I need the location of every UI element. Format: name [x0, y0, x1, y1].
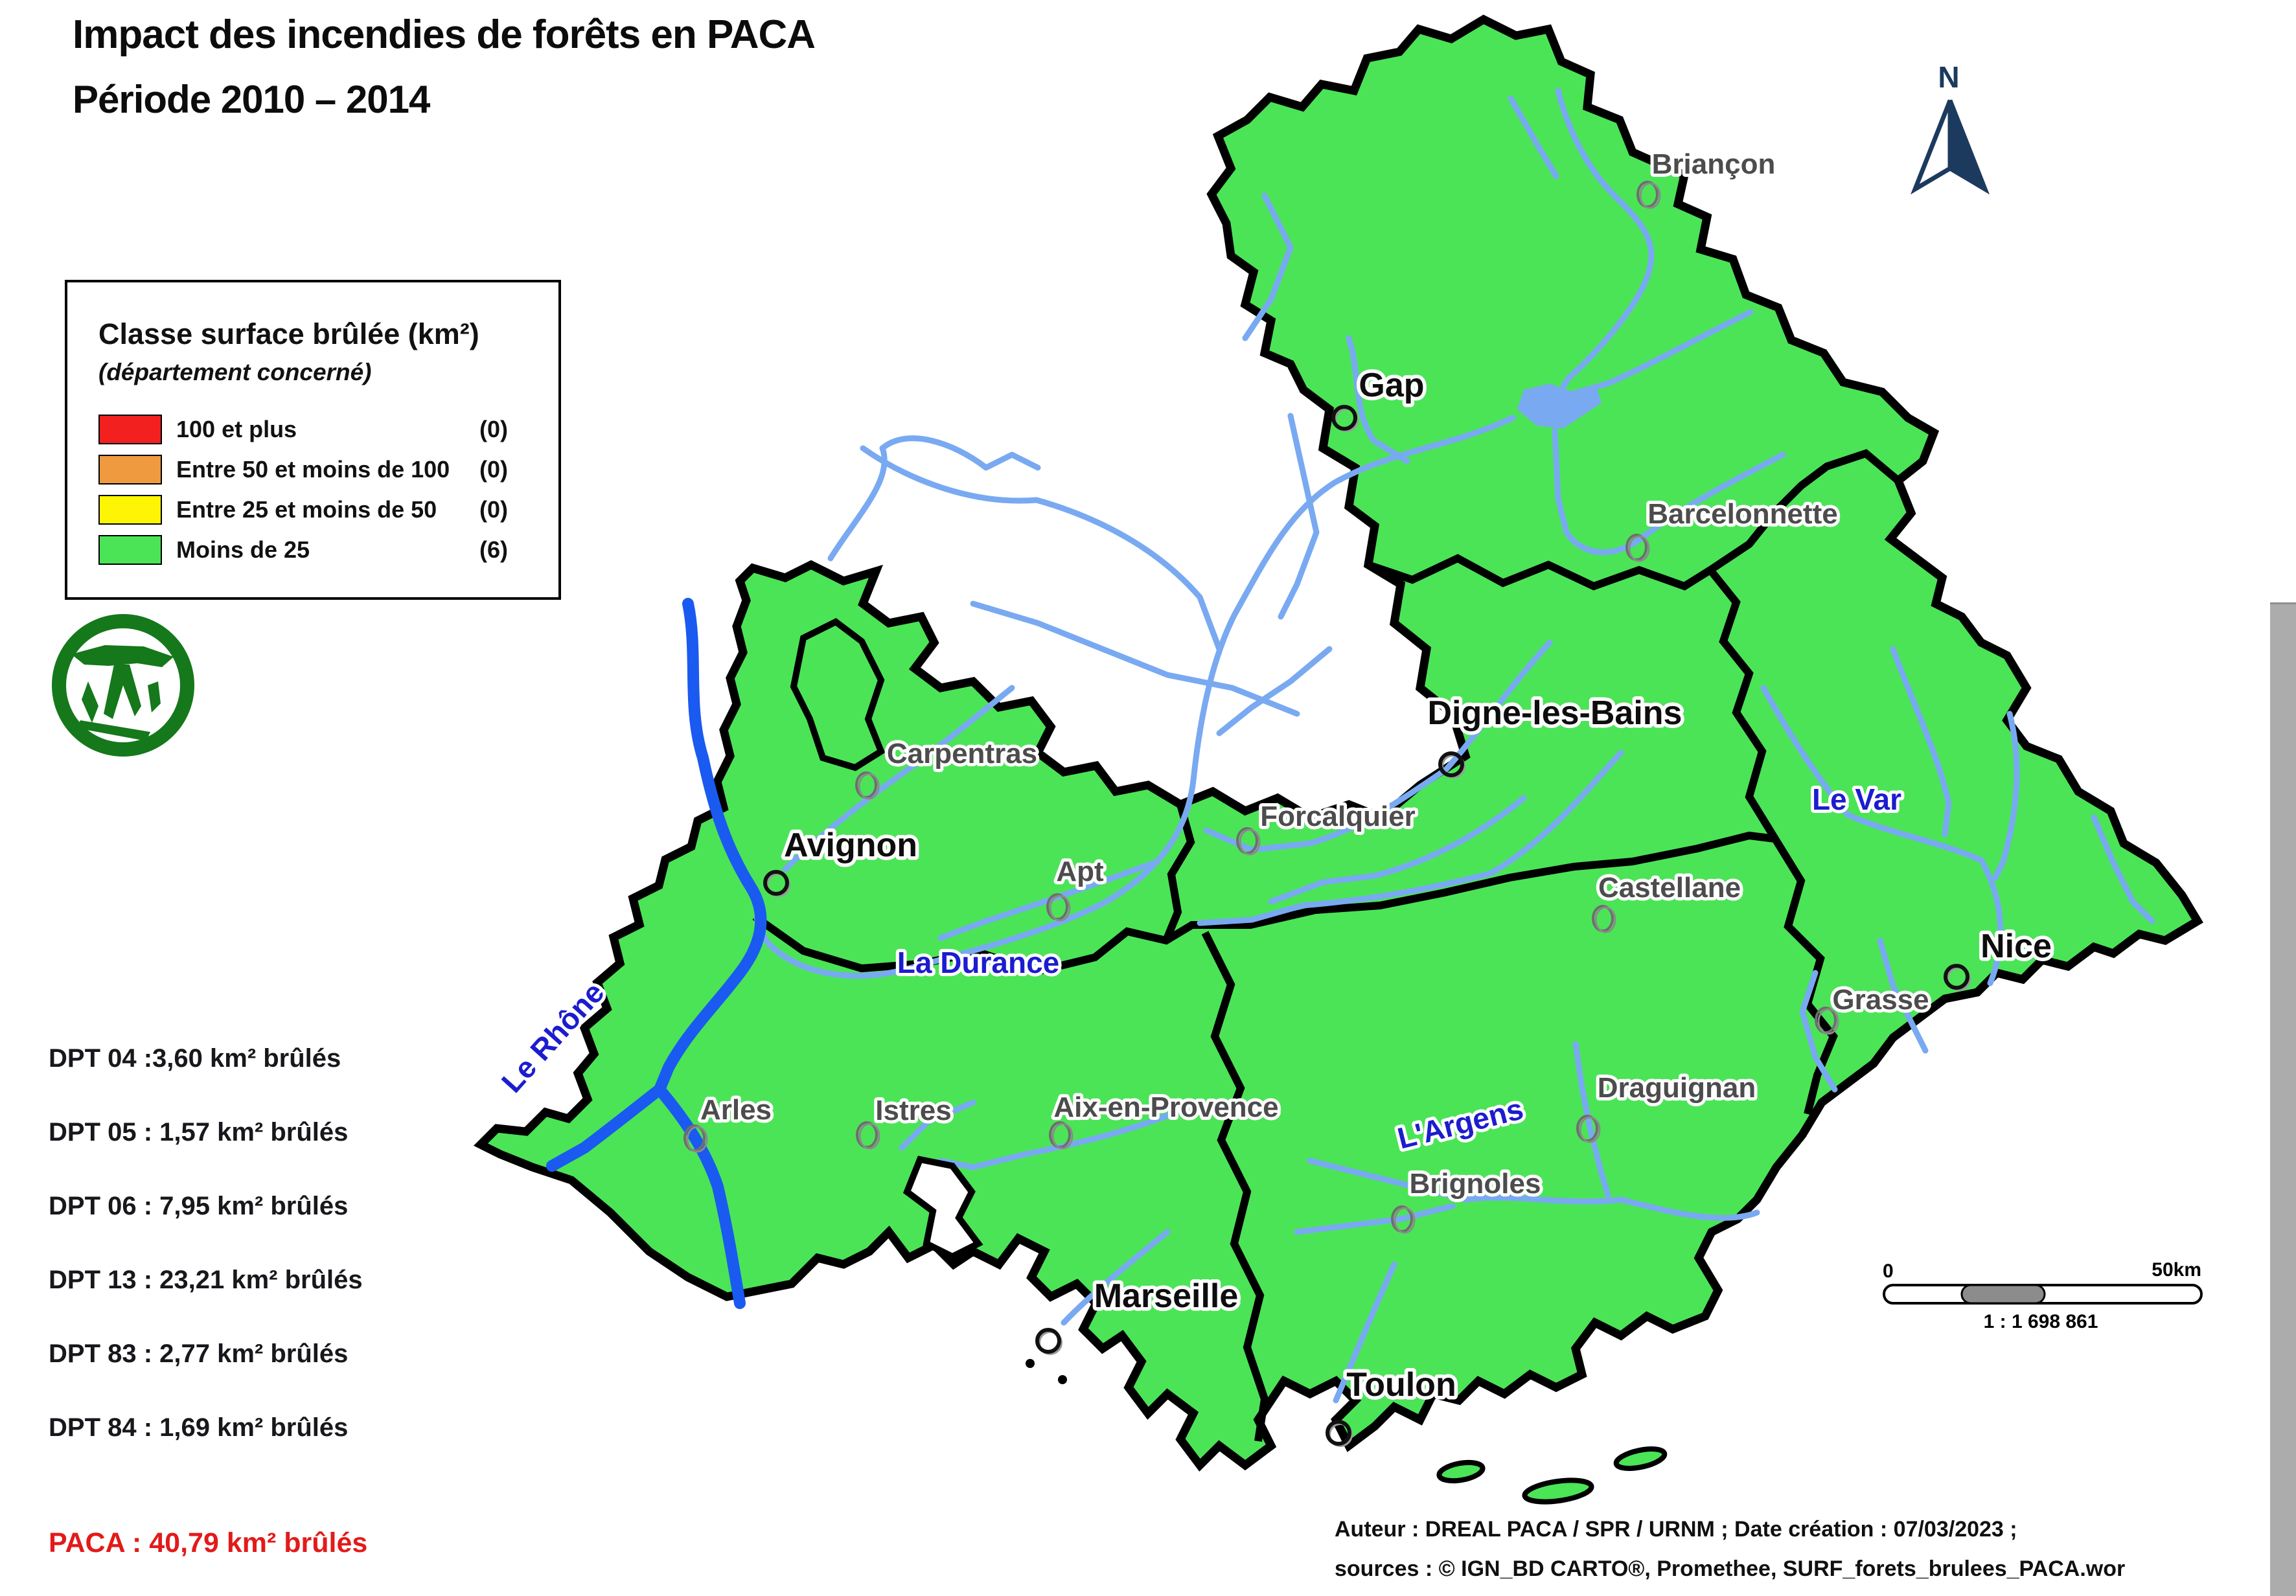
city-label-forcalquier: Forcalquier [1260, 801, 1416, 832]
north-arrow-icon: N [1910, 60, 1990, 195]
legend-swatch-green [98, 535, 162, 565]
legend-swatch-yellow [98, 495, 162, 525]
page-subtitle: Période 2010 – 2014 [73, 78, 430, 121]
islands [1026, 1359, 1668, 1505]
city-marker-avignon [763, 870, 790, 897]
legend: Classe surface brûlée (km²) (département… [65, 280, 561, 600]
city-label-arles: Arles [700, 1094, 772, 1126]
city-label-draguignan: Draguignan [1598, 1072, 1756, 1104]
rivers [753, 87, 2155, 1404]
city-label-marseille: Marseille [1094, 1277, 1239, 1315]
legend-row: Moins de 25 (6) [98, 535, 536, 565]
city-label-barcelonnette: Barcelonnette [1647, 498, 1837, 530]
forest-logo-icon [52, 614, 194, 757]
city-marker-nice [1944, 964, 1971, 991]
city-label-avignon: Avignon [784, 826, 917, 864]
city-marker-digne-les-bains [1438, 751, 1465, 779]
department-stats: DPT 04 :3,60 km² brûlés DPT 05 : 1,57 km… [49, 1044, 363, 1487]
legend-count: (6) [479, 536, 508, 563]
rhone-river [546, 598, 767, 1309]
serre-poncon-lake [1517, 383, 1601, 429]
city-label-digne-les-bains: Digne-les-Bains [1428, 694, 1682, 732]
city-marker-toulon [1326, 1420, 1353, 1447]
stat-dpt-06: DPT 06 : 7,95 km² brûlés [49, 1192, 349, 1220]
legend-count: (0) [479, 496, 508, 523]
stat-dpt-13: DPT 13 : 23,21 km² brûlés [49, 1266, 363, 1294]
legend-swatch-orange [98, 455, 162, 484]
city-label-gap: Gap [1359, 367, 1424, 404]
scale-max-label: 50km [2152, 1259, 2201, 1281]
compass-label: N [1938, 60, 1959, 94]
stat-dpt-83: DPT 83 : 2,77 km² brûlés [49, 1340, 349, 1368]
river-label-durance: La Durance [897, 946, 1060, 979]
attribution-author: Auteur : DREAL PACA / SPR / URNM ; Date … [1335, 1517, 2017, 1542]
city-marker-barcelonnette [1625, 534, 1650, 562]
scrollbar-strip[interactable] [2270, 602, 2296, 1596]
stat-dpt-05: DPT 05 : 1,57 km² brûlés [49, 1118, 349, 1146]
city-label-brignoles: Brignoles [1410, 1168, 1541, 1200]
city-marker-castellane [1592, 905, 1616, 933]
city-markers [683, 181, 1971, 1447]
paca-total: PACA : 40,79 km² brûlés [49, 1527, 368, 1558]
page-title: Impact des incendies de forêts en PACA [73, 12, 816, 57]
city-label-briancon: Briançon [1652, 148, 1776, 180]
city-marker-gap [1331, 405, 1359, 432]
legend-label: Entre 50 et moins de 100 [176, 456, 450, 483]
city-marker-arles [683, 1124, 708, 1153]
legend-rows: 100 et plus (0) Entre 50 et moins de 100… [98, 415, 536, 565]
city-marker-grasse [1815, 1007, 1839, 1035]
city-label-istres: Istres [875, 1095, 951, 1126]
attribution-sources: sources : © IGN_BD CARTO®, Promethee, SU… [1335, 1556, 2126, 1581]
city-label-castellane: Castellane [1598, 872, 1741, 904]
city-marker-carpentras [855, 771, 880, 800]
valreas-enclave-shape [790, 618, 886, 771]
city-marker-istres [856, 1121, 880, 1150]
legend-row: Entre 50 et moins de 100 (0) [98, 455, 536, 484]
city-label-carpentras: Carpentras [887, 738, 1037, 770]
city-label-apt: Apt [1056, 856, 1104, 887]
city-label-aix-en-provence: Aix-en-Provence [1053, 1091, 1278, 1123]
legend-count: (0) [479, 416, 508, 442]
city-marker-marseille [1035, 1328, 1062, 1355]
stat-dpt-04: DPT 04 :3,60 km² brûlés [49, 1044, 341, 1073]
city-marker-brignoles [1391, 1205, 1416, 1234]
scale-zero-label: 0 [1883, 1260, 1894, 1282]
city-labels: Briançon Gap Barcelonnette Digne-les-Bai… [697, 145, 2055, 1408]
legend-count: (0) [479, 456, 508, 483]
river-label-var: Le Var [1812, 782, 1901, 816]
city-marker-briancon [1636, 181, 1661, 209]
legend-title: Classe surface brûlée (km²) [98, 317, 479, 350]
legend-label: Moins de 25 [176, 536, 310, 563]
legend-row: Entre 25 et moins de 50 (0) [98, 495, 536, 525]
city-marker-apt [1046, 893, 1071, 922]
legend-label: Entre 25 et moins de 50 [176, 496, 437, 523]
city-marker-aix-en-provence [1049, 1121, 1073, 1150]
scale-ratio-label: 1 : 1 698 861 [1984, 1311, 2098, 1332]
stat-dpt-84: DPT 84 : 1,69 km² brûlés [49, 1413, 349, 1442]
scale-bar: 0 50km 1 : 1 698 861 [1883, 1259, 2203, 1332]
city-marker-draguignan [1576, 1115, 1601, 1143]
city-label-grasse: Grasse [1832, 984, 1929, 1016]
legend-subtitle: (département concerné) [98, 359, 372, 385]
legend-swatch-red [98, 415, 162, 444]
city-label-toulon: Toulon [1346, 1366, 1456, 1404]
legend-row: 100 et plus (0) [98, 415, 536, 444]
berre-lagoon [902, 1156, 983, 1260]
title-block: Impact des incendies de forêts en PACA P… [73, 12, 816, 122]
city-label-nice: Nice [1980, 928, 2052, 965]
paca-region-shape [474, 14, 2203, 1472]
legend-label: 100 et plus [176, 416, 297, 442]
city-marker-forcalquier [1236, 827, 1261, 856]
attribution: Auteur : DREAL PACA / SPR / URNM ; Date … [1335, 1517, 2125, 1582]
